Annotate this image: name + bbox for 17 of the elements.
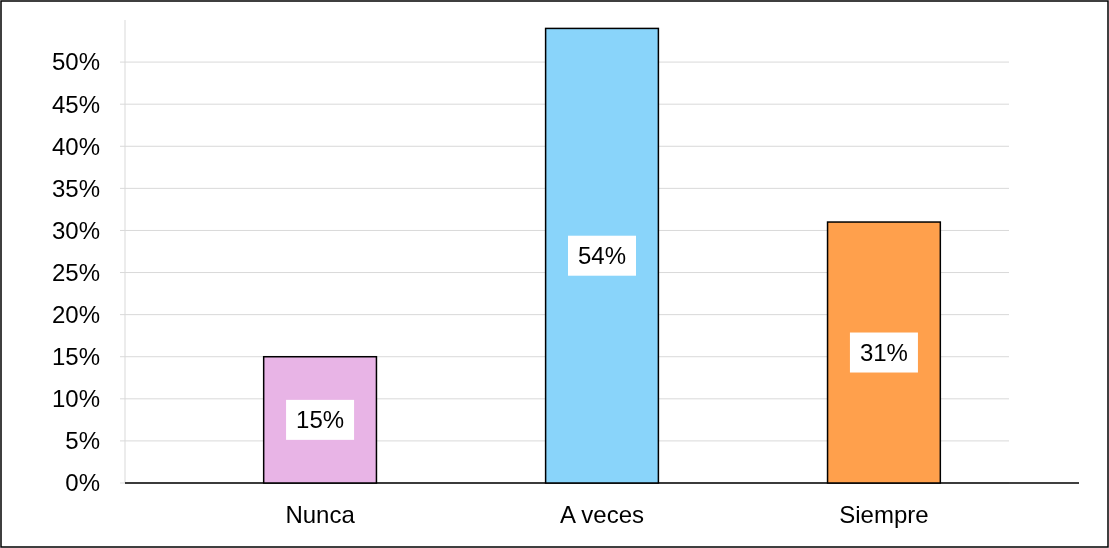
y-tick-label: 40%: [51, 132, 100, 160]
data-label: 15%: [296, 406, 345, 434]
y-tick-label: 50%: [51, 48, 100, 76]
y-tick-label: 5%: [65, 427, 100, 455]
y-tick-label: 35%: [51, 174, 100, 202]
x-tick-label: A veces: [559, 501, 645, 528]
x-tick-label: Nunca: [285, 501, 356, 528]
data-label: 31%: [859, 338, 908, 366]
x-tick-label: Siempre: [839, 501, 929, 528]
y-tick-label: 30%: [51, 216, 100, 244]
y-tick-label: 10%: [51, 385, 100, 413]
y-tick-label: 20%: [51, 301, 100, 329]
data-label: 54%: [577, 242, 627, 270]
y-tick-label: 25%: [51, 258, 100, 286]
y-tick-label: 0%: [65, 469, 100, 497]
y-tick-label: 45%: [51, 90, 100, 118]
y-tick-label: 15%: [51, 343, 100, 371]
